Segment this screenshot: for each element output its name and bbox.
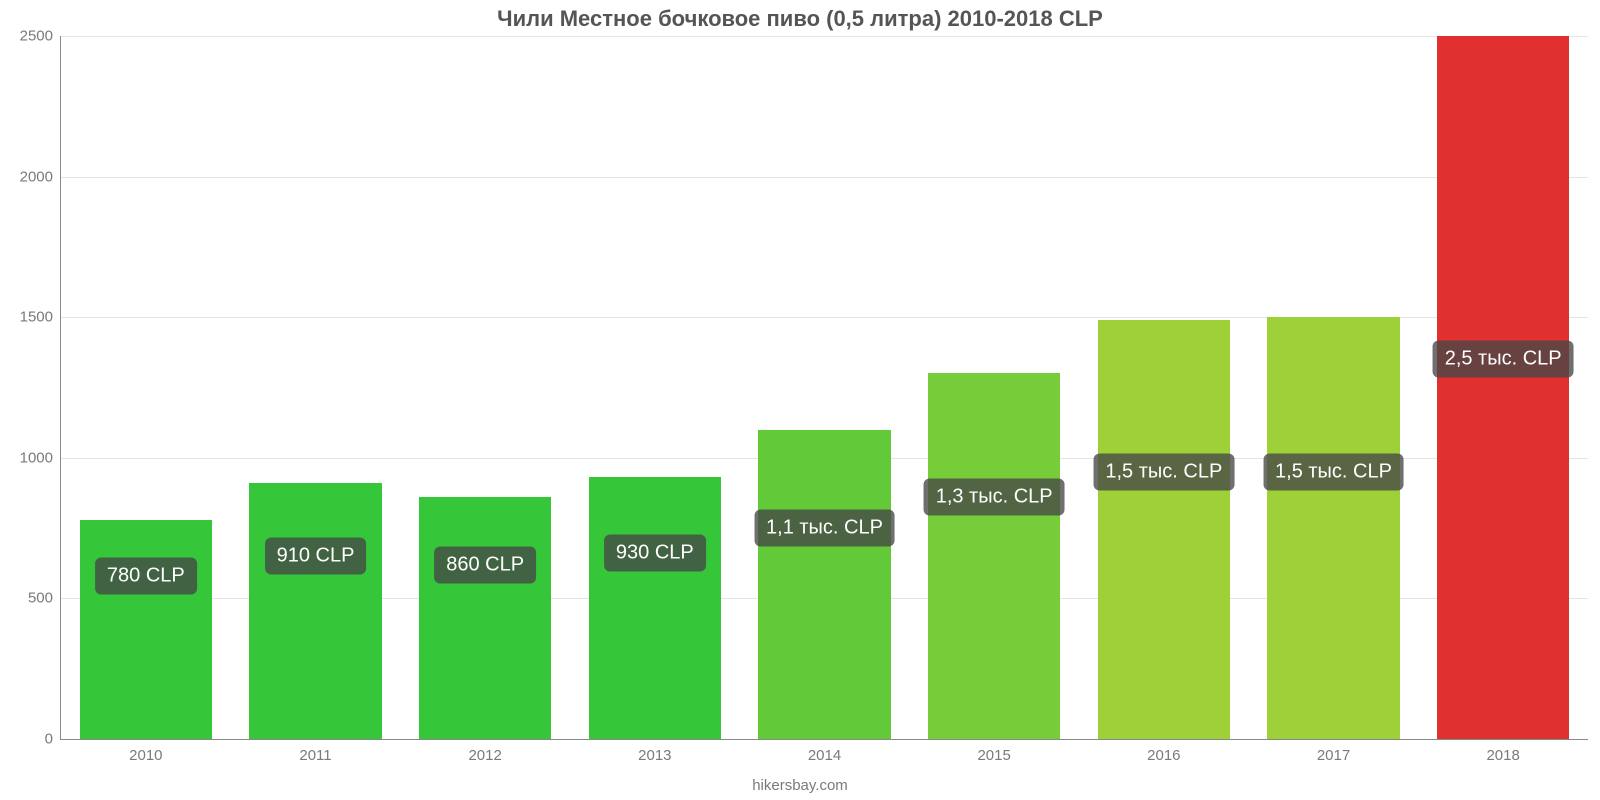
y-tick-label: 1000 <box>20 449 61 466</box>
value-badge: 860 CLP <box>434 546 536 583</box>
y-tick-label: 0 <box>45 731 61 748</box>
value-badge: 780 CLP <box>95 557 197 594</box>
value-badge: 930 CLP <box>604 535 706 572</box>
bar <box>928 373 1060 739</box>
x-tick-label: 2011 <box>299 739 331 764</box>
x-tick-label: 2015 <box>977 739 1010 764</box>
y-tick-label: 1500 <box>20 309 61 326</box>
grid-line <box>61 177 1588 178</box>
y-tick-label: 500 <box>28 590 61 607</box>
bar <box>1437 36 1569 739</box>
value-badge: 1,5 тыс. CLP <box>1093 453 1234 490</box>
value-badge: 1,5 тыс. CLP <box>1263 453 1404 490</box>
chart-title: Чили Местное бочковое пиво (0,5 литра) 2… <box>0 0 1600 32</box>
x-tick-label: 2014 <box>808 739 841 764</box>
x-tick-label: 2012 <box>468 739 501 764</box>
bar <box>589 477 721 739</box>
value-badge: 910 CLP <box>265 538 367 575</box>
chart-container: Чили Местное бочковое пиво (0,5 литра) 2… <box>0 0 1600 800</box>
plot-area: 050010001500200025002010780 CLP2011910 C… <box>60 36 1588 740</box>
x-tick-label: 2010 <box>129 739 162 764</box>
x-tick-label: 2018 <box>1486 739 1519 764</box>
y-tick-label: 2500 <box>20 28 61 45</box>
bar <box>249 483 381 739</box>
bar <box>1098 320 1230 739</box>
value-badge: 1,1 тыс. CLP <box>754 510 895 547</box>
bar <box>80 520 212 739</box>
y-tick-label: 2000 <box>20 168 61 185</box>
x-tick-label: 2013 <box>638 739 671 764</box>
bar <box>758 430 890 739</box>
x-tick-label: 2017 <box>1317 739 1350 764</box>
value-badge: 1,3 тыс. CLP <box>924 479 1065 516</box>
grid-line <box>61 36 1588 37</box>
x-tick-label: 2016 <box>1147 739 1180 764</box>
bar <box>1267 317 1399 739</box>
bar <box>419 497 551 739</box>
credit-text: hikersbay.com <box>0 777 1600 794</box>
value-badge: 2,5 тыс. CLP <box>1433 341 1574 378</box>
